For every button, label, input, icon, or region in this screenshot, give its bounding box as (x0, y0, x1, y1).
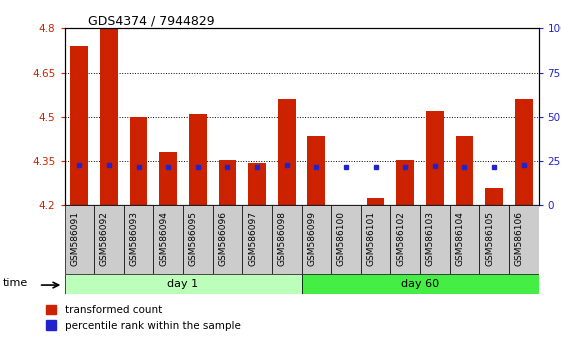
Text: GSM586093: GSM586093 (130, 211, 139, 266)
FancyBboxPatch shape (509, 205, 539, 274)
Bar (130, 117, 148, 205)
Bar (189, 114, 206, 205)
Text: GSM586104: GSM586104 (456, 211, 465, 266)
FancyBboxPatch shape (331, 205, 361, 274)
Bar (248, 162, 266, 205)
Text: GSM586096: GSM586096 (218, 211, 227, 266)
Bar (485, 188, 503, 205)
FancyBboxPatch shape (65, 205, 94, 274)
FancyBboxPatch shape (301, 205, 331, 274)
Text: GSM586095: GSM586095 (189, 211, 198, 266)
FancyBboxPatch shape (479, 205, 509, 274)
Text: day 60: day 60 (401, 279, 439, 289)
Text: GSM586097: GSM586097 (248, 211, 257, 266)
Bar (71, 46, 88, 205)
FancyBboxPatch shape (153, 205, 183, 274)
Text: GSM586098: GSM586098 (278, 211, 287, 266)
Bar (159, 152, 177, 205)
Bar (219, 160, 236, 205)
Bar (515, 99, 532, 205)
Bar (426, 111, 444, 205)
Text: GSM586100: GSM586100 (337, 211, 346, 266)
Text: GSM586103: GSM586103 (426, 211, 435, 266)
Text: GSM586091: GSM586091 (70, 211, 79, 266)
FancyBboxPatch shape (361, 205, 390, 274)
FancyBboxPatch shape (450, 205, 479, 274)
FancyBboxPatch shape (301, 274, 539, 294)
Bar (278, 99, 296, 205)
Bar (367, 198, 384, 205)
FancyBboxPatch shape (272, 205, 301, 274)
Text: GSM586099: GSM586099 (307, 211, 316, 266)
FancyBboxPatch shape (420, 205, 450, 274)
Text: GDS4374 / 7944829: GDS4374 / 7944829 (88, 14, 215, 27)
Text: GSM586101: GSM586101 (366, 211, 376, 266)
Bar (396, 160, 414, 205)
Text: GSM586106: GSM586106 (515, 211, 524, 266)
FancyBboxPatch shape (124, 205, 153, 274)
FancyBboxPatch shape (242, 205, 272, 274)
Text: GSM586102: GSM586102 (396, 211, 405, 266)
Bar (456, 136, 473, 205)
Text: GSM586092: GSM586092 (100, 211, 109, 266)
FancyBboxPatch shape (390, 205, 420, 274)
FancyBboxPatch shape (94, 205, 124, 274)
Bar (100, 28, 118, 205)
FancyBboxPatch shape (213, 205, 242, 274)
FancyBboxPatch shape (65, 274, 301, 294)
Text: time: time (3, 278, 29, 288)
Text: day 1: day 1 (168, 279, 199, 289)
Bar (307, 136, 325, 205)
FancyBboxPatch shape (183, 205, 213, 274)
Legend: transformed count, percentile rank within the sample: transformed count, percentile rank withi… (42, 301, 245, 335)
Text: GSM586105: GSM586105 (485, 211, 494, 266)
Text: GSM586094: GSM586094 (159, 211, 168, 266)
